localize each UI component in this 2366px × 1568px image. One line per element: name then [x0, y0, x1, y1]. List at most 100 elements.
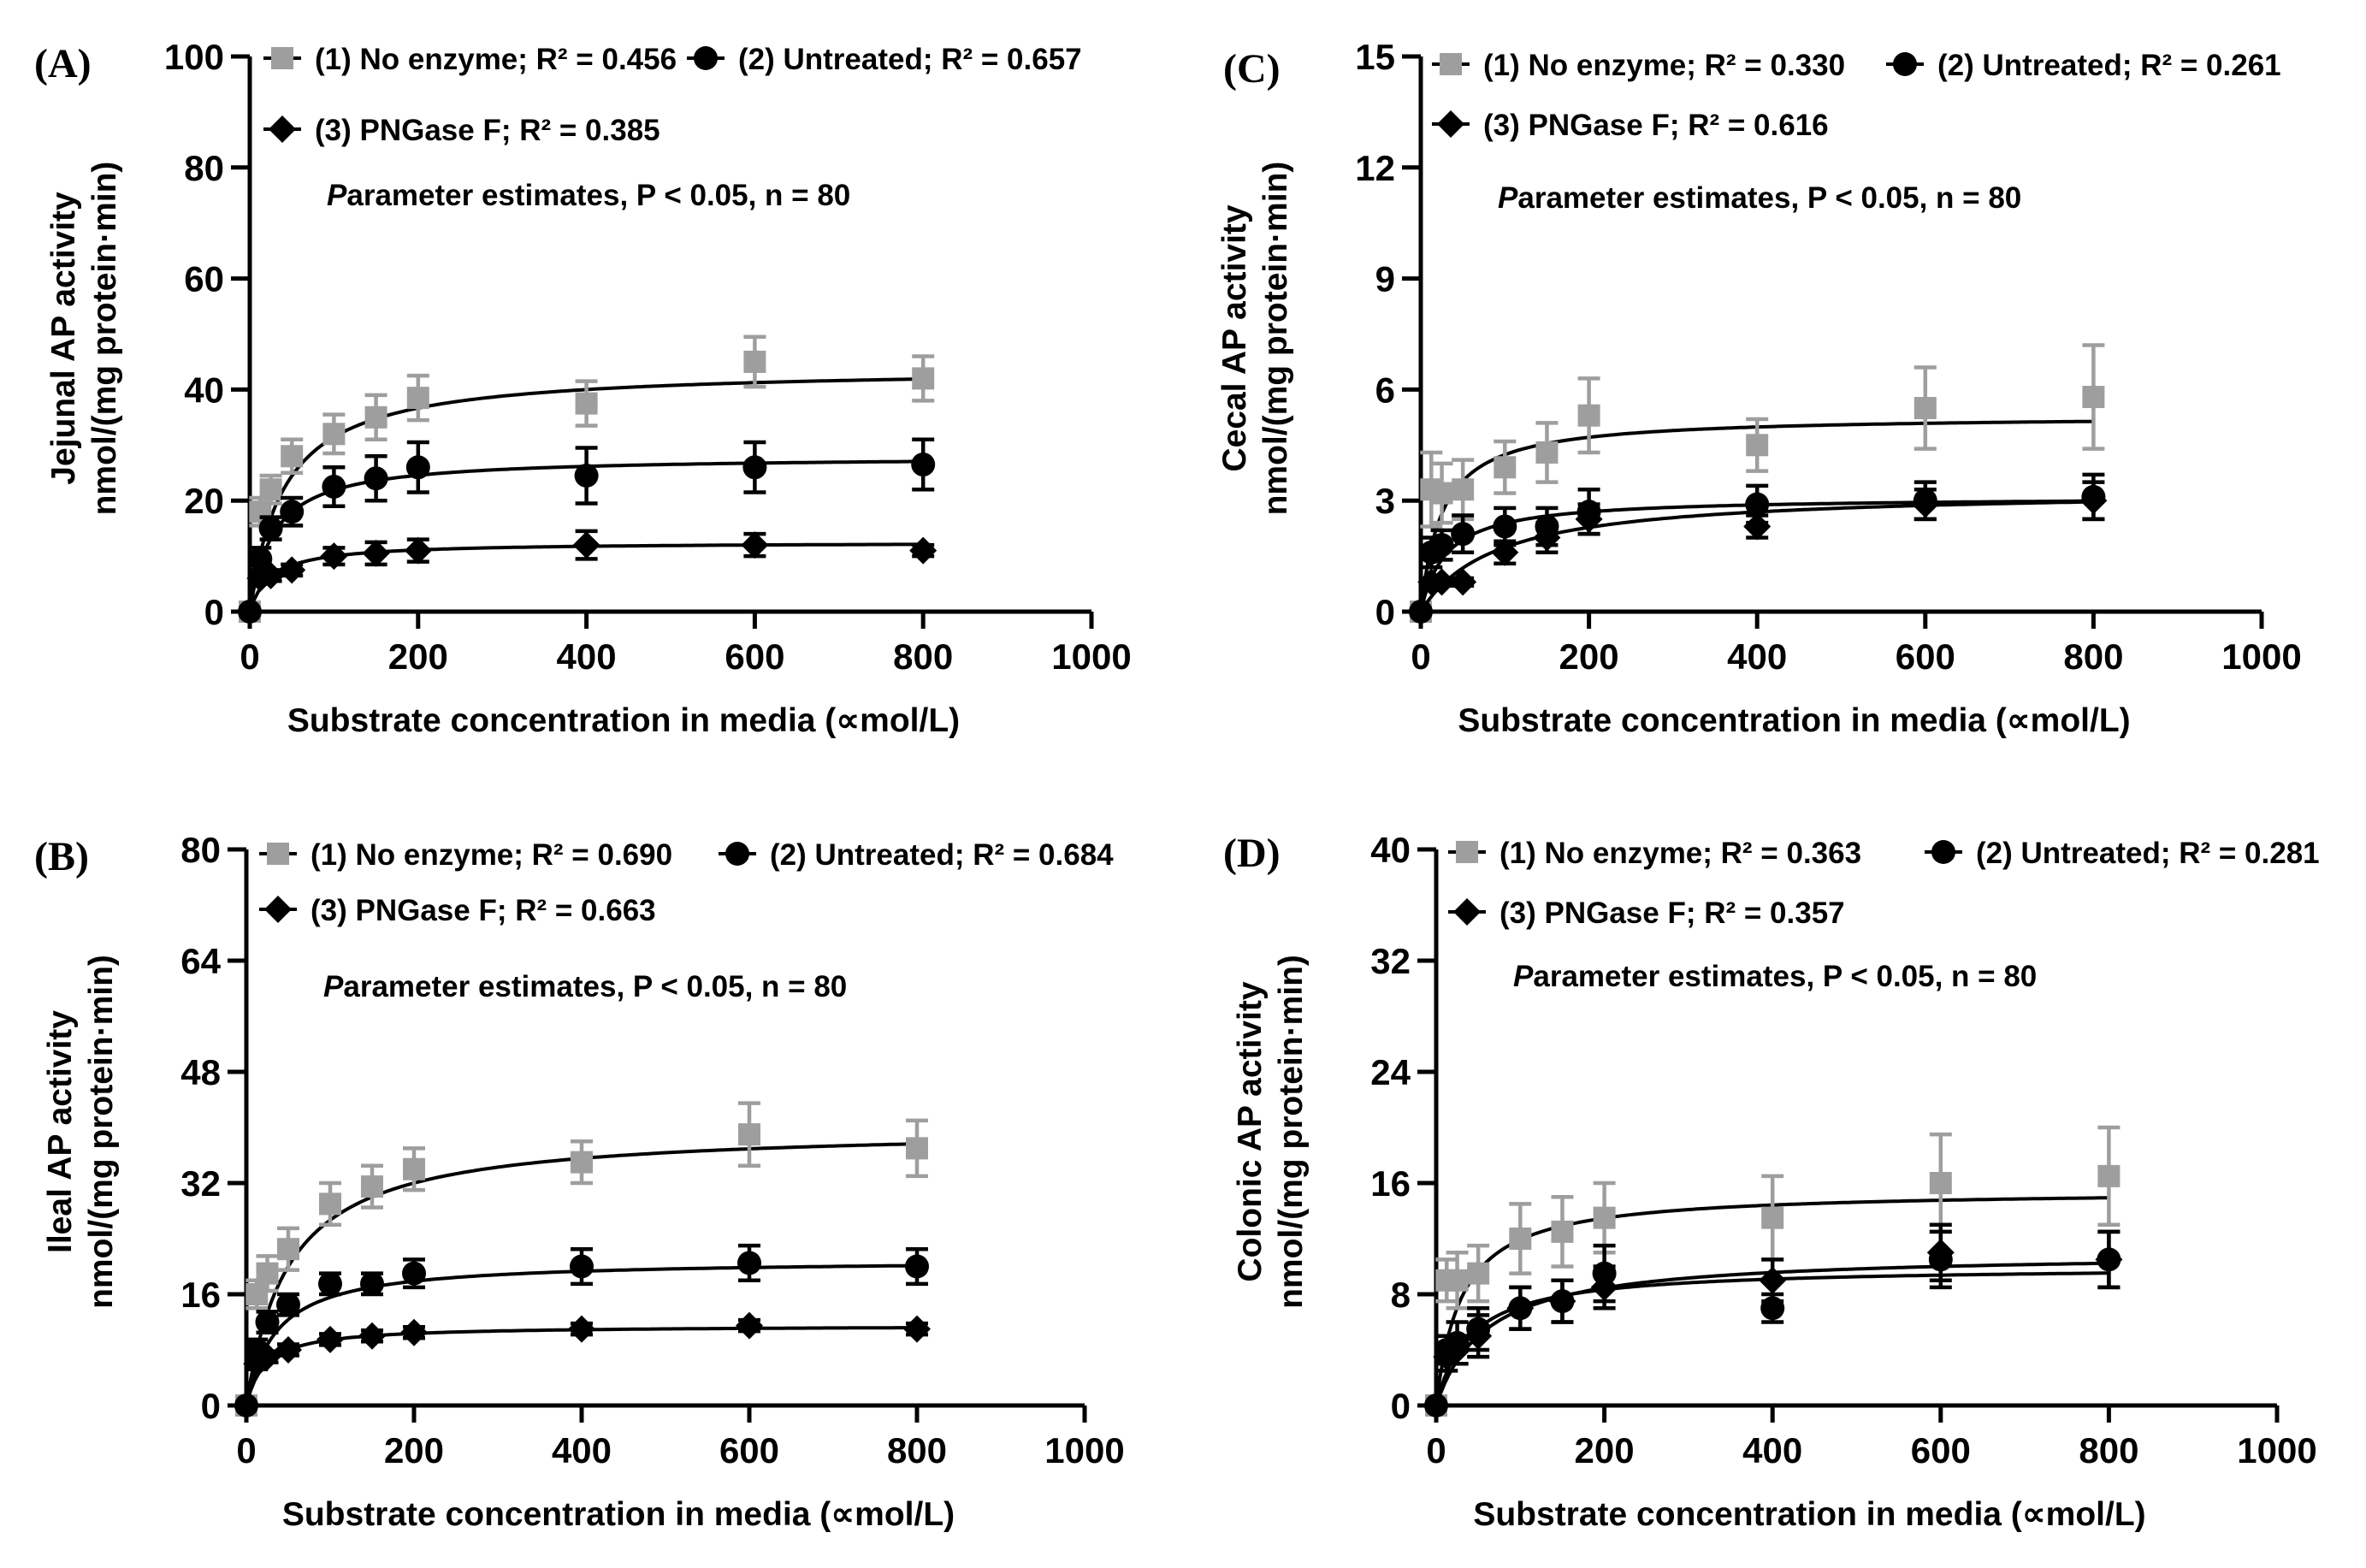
x-tick-label: 400 [1742, 1430, 1802, 1470]
data-point [1548, 1287, 1576, 1316]
y-axis-label: Ileal AP activity [42, 1010, 79, 1253]
x-tick-label: 600 [1911, 1430, 1971, 1470]
x-axis-label: Substrate concentration in media (∝mol/L… [282, 1496, 955, 1533]
legend-entry: (2) Untreated; R² = 0.684 [770, 838, 1114, 872]
data-point [1494, 456, 1517, 479]
y-tick-label: 0 [201, 1386, 221, 1426]
legend-entry: (1) No enzyme; R² = 0.690 [311, 838, 672, 872]
data-point [743, 350, 766, 373]
x-tick-label: 800 [2079, 1430, 2138, 1470]
data-point [253, 1343, 281, 1371]
data-point [278, 556, 306, 584]
parameter-annotation: Parameter estimates, P < 0.05, n = 80 [1513, 960, 2037, 993]
x-axis-label: Substrate concentration in media (∝mol/L… [1473, 1496, 2145, 1533]
chart-panel-c: (C) 0 3 6 9 12 15 0 200 400 600 800 1000 Substrate co… [1216, 37, 2302, 739]
data-point [572, 531, 600, 559]
fit-curve [1419, 500, 2094, 613]
data-point [318, 1271, 342, 1296]
data-point [361, 1175, 383, 1198]
legend-entry: (1) No enzyme; R² = 0.456 [315, 43, 677, 76]
data-point [570, 1254, 594, 1279]
y-tick-label: 0 [1375, 592, 1395, 632]
series-diamond [236, 529, 938, 625]
series-square [1425, 1125, 2121, 1417]
series-diamond [233, 1311, 931, 1419]
data-point [571, 1151, 593, 1174]
data-point [277, 1238, 299, 1261]
y-tick-label: 12 [1355, 148, 1395, 188]
data-point [233, 1392, 260, 1419]
data-point [1746, 434, 1769, 457]
x-tick-label: 200 [1559, 636, 1619, 677]
legend-marker-square [1456, 841, 1478, 863]
legend-entry: (3) PNGase F; R² = 0.357 [1499, 896, 1845, 930]
data-point [1467, 1262, 1490, 1285]
y-tick-label: 64 [180, 941, 221, 981]
data-point [259, 478, 282, 501]
y-tick-label: 3 [1375, 481, 1395, 521]
data-point [1929, 1172, 1952, 1194]
data-point [255, 1310, 280, 1334]
data-point [400, 1318, 428, 1346]
data-point [574, 463, 599, 488]
data-point [1407, 598, 1434, 625]
data-point [1428, 568, 1456, 596]
y-tick-label: 60 [184, 259, 224, 299]
data-point [909, 536, 938, 565]
data-point [320, 542, 348, 571]
data-point [1926, 1239, 1955, 1267]
data-point [1577, 404, 1600, 427]
data-point [741, 531, 769, 559]
data-point [402, 1261, 426, 1286]
data-point [738, 1123, 760, 1146]
data-point [248, 547, 273, 571]
data-point [742, 455, 767, 480]
x-tick-label: 0 [240, 636, 259, 677]
x-tick-label: 600 [725, 636, 784, 677]
data-point [1533, 524, 1561, 552]
data-point [1452, 478, 1475, 501]
parameter-annotation: Parameter estimates, P < 0.05, n = 80 [323, 970, 847, 1003]
data-point [364, 466, 388, 491]
data-point [903, 1315, 931, 1343]
series-circle [234, 1243, 929, 1417]
data-point [1759, 1266, 1787, 1294]
data-point [316, 1325, 344, 1353]
x-tick-label: 600 [1896, 636, 1955, 677]
y-tick-label: 32 [180, 1163, 221, 1204]
data-point [2097, 1164, 2121, 1187]
data-point [1593, 1206, 1616, 1229]
legend-marker-circle [1931, 840, 1955, 864]
data-point [1443, 1336, 1471, 1364]
legend-marker-diamond [1437, 110, 1464, 138]
y-tick-label: 9 [1375, 259, 1395, 299]
data-point [362, 539, 390, 567]
x-tick-label: 0 [1426, 1430, 1446, 1470]
data-point [1449, 568, 1477, 596]
y-tick-label: 32 [1370, 941, 1411, 981]
x-tick-label: 200 [388, 636, 448, 677]
data-point [911, 453, 936, 477]
y-tick-label: 16 [180, 1275, 221, 1315]
y-tick-label: 8 [1391, 1275, 1411, 1315]
y-axis-label: nmol/(mg protein·min) [1257, 162, 1294, 516]
legend-entry: (2) Untreated; R² = 0.281 [1976, 837, 2320, 870]
data-point [275, 1336, 302, 1364]
data-point [1446, 1269, 1469, 1292]
data-point [276, 1293, 300, 1317]
data-point [1493, 514, 1517, 539]
y-tick-label: 24 [1370, 1052, 1411, 1092]
data-point [406, 387, 429, 410]
x-tick-label: 0 [236, 1430, 256, 1470]
y-axis-label: nmol/(mg protein·min) [83, 955, 120, 1309]
series-square [239, 334, 935, 623]
legend-entry: (1) No enzyme; R² = 0.330 [1483, 49, 1845, 82]
data-point [737, 1251, 761, 1275]
y-tick-label: 6 [1375, 370, 1395, 410]
x-tick-label: 800 [887, 1430, 947, 1470]
data-point [256, 1262, 279, 1285]
